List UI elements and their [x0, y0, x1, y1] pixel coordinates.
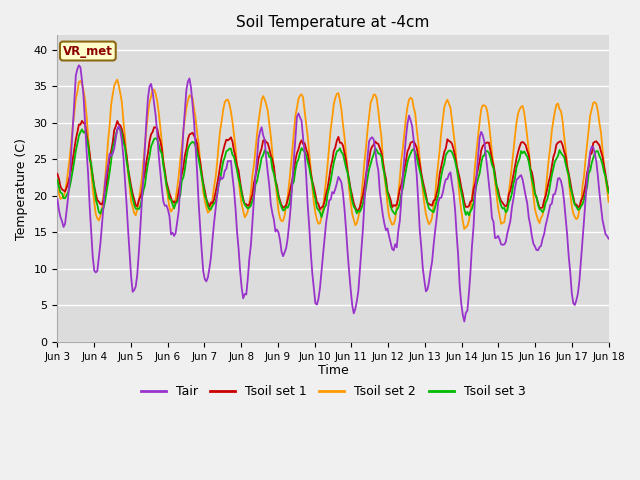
Legend: Tair, Tsoil set 1, Tsoil set 2, Tsoil set 3: Tair, Tsoil set 1, Tsoil set 2, Tsoil se… — [136, 380, 531, 403]
Title: Soil Temperature at -4cm: Soil Temperature at -4cm — [236, 15, 429, 30]
X-axis label: Time: Time — [317, 364, 348, 377]
Text: VR_met: VR_met — [63, 45, 113, 58]
Y-axis label: Temperature (C): Temperature (C) — [15, 138, 28, 240]
